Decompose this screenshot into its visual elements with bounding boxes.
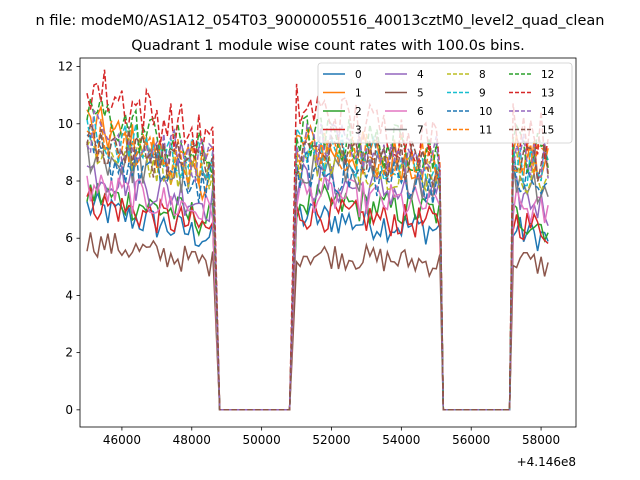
legend-label-0: 0	[355, 69, 362, 81]
y-tick-label: 8	[65, 174, 73, 188]
legend-label-1: 1	[355, 88, 362, 100]
x-tick-label: 58000	[522, 433, 560, 447]
series-line-6	[86, 174, 549, 411]
series-line-7	[86, 141, 549, 411]
legend-label-4: 4	[417, 69, 424, 81]
series-line-2	[86, 183, 549, 411]
series-line-8	[86, 137, 549, 411]
series-line-0	[86, 190, 549, 411]
legend-label-10: 10	[479, 106, 492, 118]
y-tick-label: 12	[58, 60, 73, 74]
legend-label-9: 9	[479, 88, 486, 100]
axes-frame	[79, 57, 577, 428]
x-tick-label: 46000	[103, 433, 141, 447]
y-tick-label: 4	[65, 288, 73, 302]
legend-label-14: 14	[541, 106, 555, 118]
x-tick-label: 48000	[173, 433, 211, 447]
legend-label-3: 3	[355, 125, 362, 137]
series-line-15	[86, 121, 549, 411]
x-tick-label: 56000	[452, 433, 490, 447]
series-line-10	[86, 134, 549, 411]
series-line-5	[86, 232, 549, 411]
legend-label-8: 8	[479, 69, 486, 81]
x-tick-label: 50000	[243, 433, 281, 447]
legend-label-11: 11	[479, 125, 492, 137]
legend-label-13: 13	[541, 88, 554, 100]
x-tick-label: 52000	[312, 433, 350, 447]
legend-label-15: 15	[541, 125, 554, 137]
axes: 46000 48000 50000 52000 54000 56000 58000 0 2 4 6 8…	[58, 57, 577, 447]
legend-label-12: 12	[541, 69, 554, 81]
legend-label-5: 5	[417, 88, 424, 100]
chart-title: Quadrant 1 module wise count rates with …	[131, 38, 525, 54]
legend-label-7: 7	[417, 125, 424, 137]
series-line-3	[86, 187, 549, 411]
y-tick-label: 2	[65, 346, 73, 360]
series-line-9	[86, 115, 549, 411]
y-tick-label: 10	[58, 117, 73, 131]
x-tick-label: 54000	[382, 433, 420, 447]
y-tick-label: 0	[65, 403, 73, 417]
legend-label-2: 2	[355, 106, 362, 118]
figure-suptitle: n file: modeM0/AS1A12_054T03_9000005516_…	[36, 13, 605, 29]
legend-box	[317, 62, 573, 144]
x-offset-label: +4.146e8	[517, 455, 576, 469]
y-tick-label: 6	[65, 231, 73, 245]
legend-label-6: 6	[417, 106, 424, 118]
